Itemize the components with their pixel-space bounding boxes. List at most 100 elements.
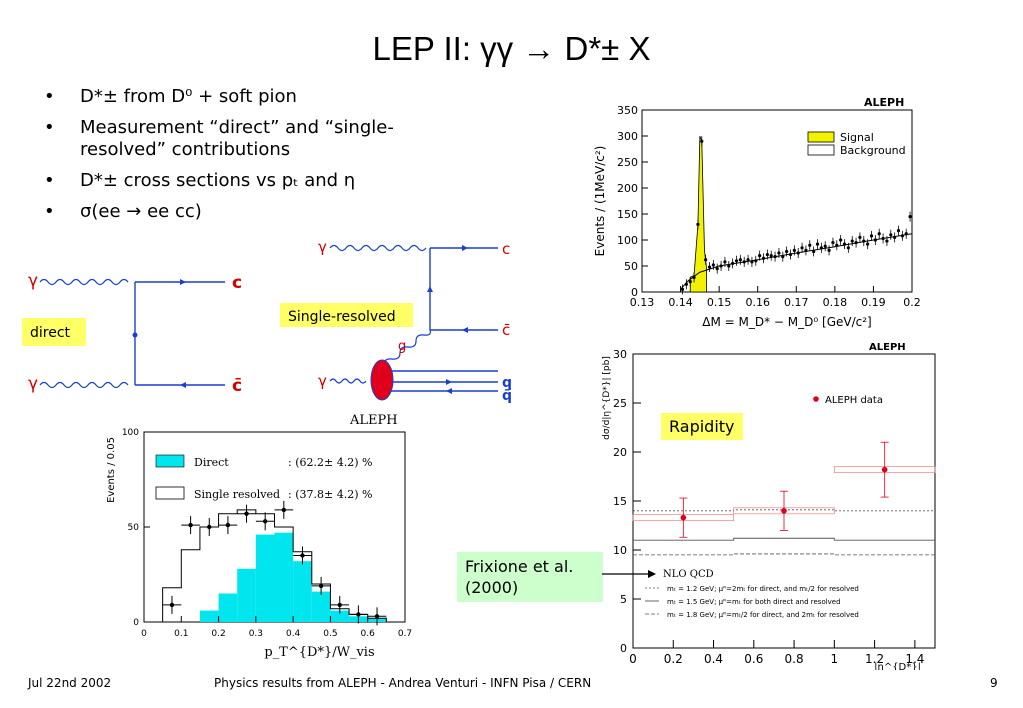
direct-bar [330, 610, 350, 622]
footer-date: Jul 22nd 2002 [28, 676, 112, 690]
nlo-curve [633, 537, 935, 541]
legend-background-swatch [807, 144, 835, 156]
legend-background-label: Background [840, 144, 906, 157]
x-tick-label: 0.2 [211, 629, 225, 639]
data-point [704, 258, 708, 262]
data-point [781, 255, 785, 259]
nlo-curve [633, 509, 935, 512]
data-point [873, 238, 877, 242]
bullet-item: σ(ee → ee cc) [40, 201, 470, 223]
data-point [700, 139, 704, 143]
data-point [773, 255, 777, 259]
frixione-arrow-icon [602, 570, 656, 578]
data-point [839, 238, 843, 242]
legend-signal-swatch [807, 131, 835, 143]
y-tick-label: 5 [620, 593, 627, 606]
x-tick-label: 1 [831, 652, 839, 666]
x-axis-label: p_T^{D*}/W_vis [264, 645, 374, 660]
data-point [831, 241, 835, 245]
data-point [819, 246, 823, 250]
photon-line [329, 378, 367, 384]
frixione-label: Frixione et al. (2000) [457, 552, 603, 602]
direct-bar [237, 568, 256, 622]
y-tick-label: 25 [613, 397, 627, 410]
arrow-icon [446, 379, 452, 385]
data-point [785, 249, 789, 254]
legend-data-marker [813, 396, 819, 402]
background-curve [680, 233, 913, 290]
data-point [719, 264, 723, 268]
rapidity-label: Rapidity [661, 413, 743, 440]
data-point [696, 222, 700, 226]
legend-data-label: ALEPH data [825, 395, 883, 406]
data-point [842, 242, 847, 246]
data-point [731, 261, 735, 265]
data-point [827, 248, 831, 252]
data-point [881, 236, 885, 241]
data-point [727, 264, 731, 268]
legend-resolved-label: Single resolved [194, 488, 280, 501]
x-tick-label: 0.16 [745, 296, 770, 309]
data-point [746, 258, 750, 262]
data-point [225, 522, 231, 528]
y-tick-label: 15 [613, 495, 627, 508]
legend-direct-swatch [155, 454, 185, 468]
y-tick-label: 150 [617, 208, 638, 221]
plot-frame [641, 109, 913, 293]
c-label: c [502, 240, 510, 258]
data-point [769, 254, 773, 258]
data-point [356, 612, 361, 617]
x-tick-label: 1.4 [905, 652, 924, 666]
nlo-curve [633, 553, 935, 556]
data-point [893, 235, 897, 239]
direct-bar [199, 610, 219, 622]
data-point [869, 234, 874, 238]
photon-line [329, 244, 427, 252]
data-point [684, 282, 688, 286]
x-tick-label: 0.1 [174, 629, 188, 639]
data-point [707, 265, 712, 269]
data-point [169, 602, 175, 608]
data-point [692, 275, 696, 280]
gamma-label: γ [318, 240, 327, 256]
data-point [738, 258, 742, 262]
photon-line [39, 381, 129, 389]
bullet-item: D*± from D⁰ + soft pion [40, 86, 470, 108]
x-tick-label: 0.18 [823, 296, 848, 309]
arrow-icon [462, 327, 468, 333]
y-tick-label: 20 [613, 446, 627, 459]
x-tick-label: 0.3 [249, 629, 263, 639]
legend-resolved-swatch [155, 486, 185, 500]
x-tick-label: 0.2 [903, 296, 921, 309]
cbar-label: c̄ [502, 321, 510, 339]
data-point [300, 553, 305, 558]
gluon-line [383, 329, 431, 366]
x-tick-label: 0.5 [323, 629, 337, 639]
data-point [792, 248, 796, 252]
y-tick-label: 250 [617, 156, 638, 169]
data-point [881, 466, 888, 473]
x-tick-label: 0.13 [630, 296, 655, 309]
gamma-label: γ [28, 271, 38, 291]
data-point [885, 239, 889, 243]
x-tick-label: 0.14 [668, 296, 693, 309]
chart-title: ALEPH [349, 413, 398, 428]
data-point [889, 233, 893, 237]
q-label: q [502, 375, 512, 391]
data-point [777, 251, 781, 255]
data-point [877, 232, 881, 236]
y-axis-label: Events / (1MeV/c²) [593, 146, 607, 257]
footer-page: 9 [990, 676, 998, 690]
data-point [337, 602, 342, 608]
photon-line [39, 278, 129, 286]
data-point [904, 232, 908, 236]
direct-bar [255, 534, 275, 622]
direct-bar [311, 591, 331, 622]
vertex-dot [132, 332, 138, 338]
x-tick-label: 0.8 [785, 652, 804, 666]
x-tick-label: 0 [629, 652, 637, 666]
data-point [711, 263, 715, 267]
data-point [796, 251, 800, 255]
arrow-icon [180, 382, 186, 388]
y-tick-label: 100 [617, 234, 638, 247]
